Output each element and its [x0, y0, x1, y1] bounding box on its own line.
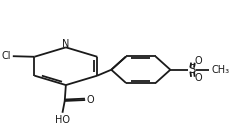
Text: O: O [86, 95, 94, 105]
Text: O: O [195, 73, 202, 83]
Text: S: S [188, 63, 196, 76]
Text: HO: HO [54, 115, 69, 125]
Text: O: O [195, 57, 202, 67]
Text: Cl: Cl [1, 51, 11, 61]
Text: N: N [62, 39, 70, 49]
Text: CH₃: CH₃ [211, 65, 229, 75]
